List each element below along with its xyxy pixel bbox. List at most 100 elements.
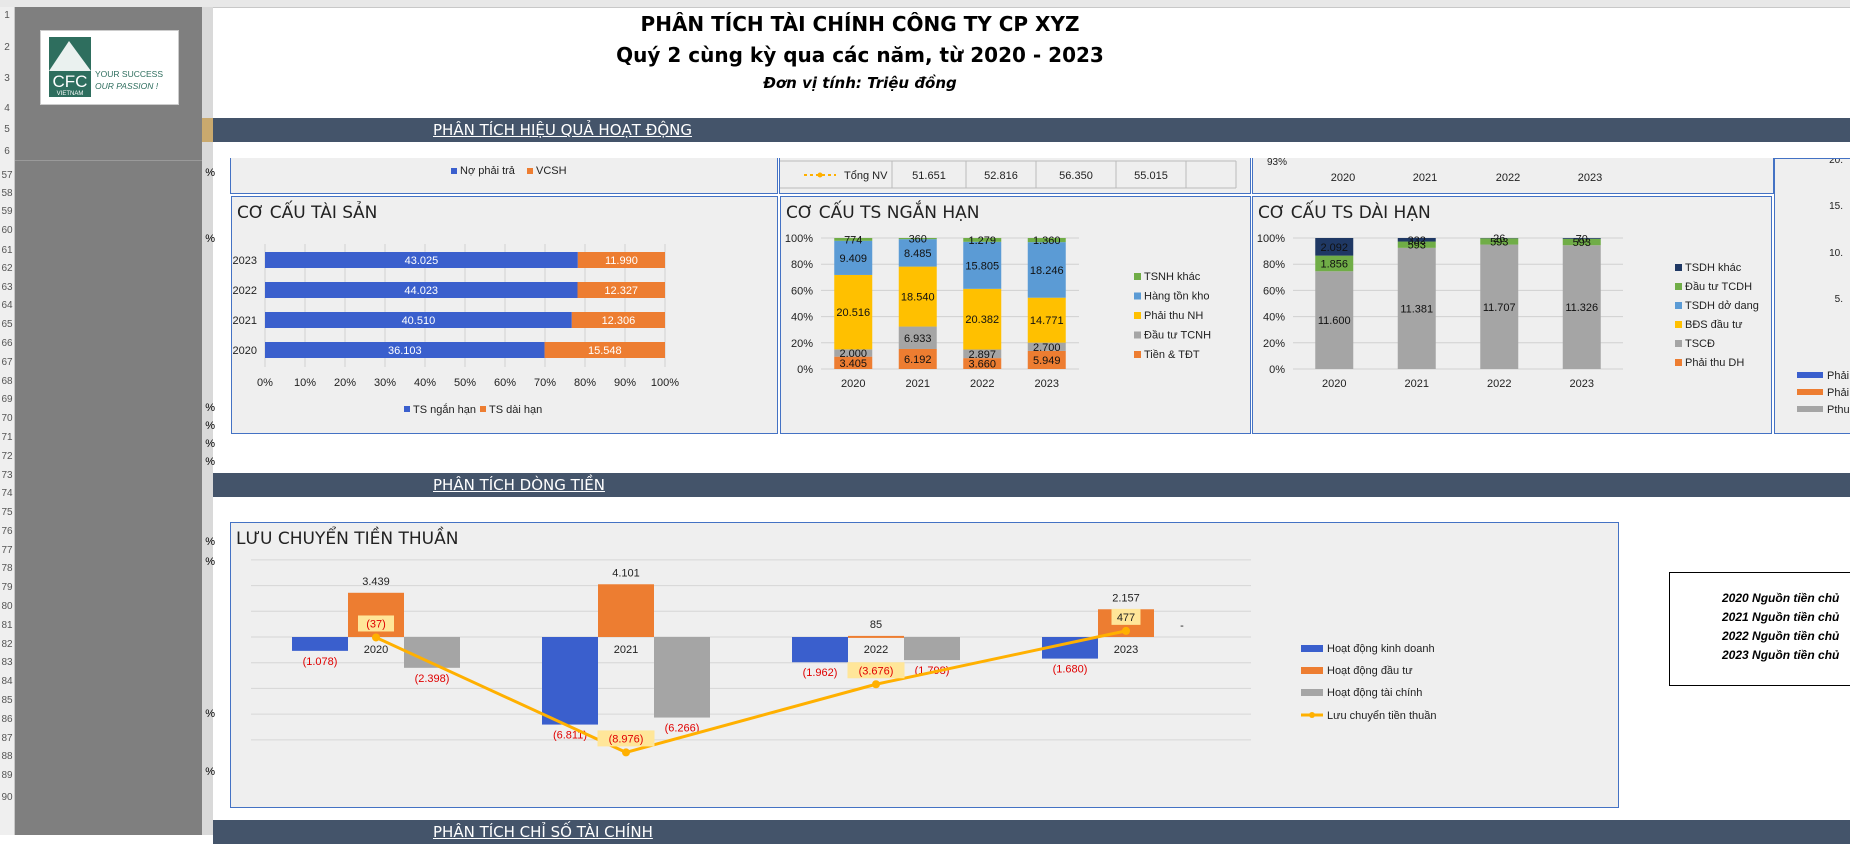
y-tick-label: 2023 (233, 255, 257, 267)
row-number[interactable]: 71 (0, 432, 14, 443)
logo-slogan-1: YOUR SUCCESS (95, 69, 163, 79)
x-tick-label: 90% (614, 377, 636, 389)
y-tick-label: 20% (791, 338, 813, 350)
row-number[interactable]: 70 (0, 413, 14, 424)
row-number[interactable]: 3 (0, 73, 14, 84)
row-number[interactable]: 5 (0, 124, 14, 135)
row-number[interactable]: 61 (0, 245, 14, 256)
data-label: 11.381 (1400, 303, 1433, 315)
row-number[interactable]: 86 (0, 714, 14, 725)
chart-long-term-assets[interactable]: CƠ CẤU TS DÀI HẠN 0%20%40%60%80%100%2020… (1252, 196, 1772, 434)
row-number[interactable]: 1 (0, 10, 14, 21)
data-label: 1.856 (1320, 258, 1348, 270)
row-number[interactable]: 62 (0, 263, 14, 274)
x-tick-label: 2020 (1331, 172, 1355, 184)
data-label: - (1180, 620, 1184, 632)
row-number[interactable]: 66 (0, 338, 14, 349)
legend-label-tsdh-khac: TSDH khác (1685, 262, 1742, 274)
row-number[interactable]: 90 (0, 792, 14, 803)
percent-cell[interactable]: % (202, 420, 215, 432)
row-number[interactable]: 82 (0, 639, 14, 650)
legend-swatch-tsdh-do-dang (1675, 302, 1682, 309)
row-number[interactable]: 89 (0, 770, 14, 781)
row-number[interactable]: 85 (0, 695, 14, 706)
data-label: 2.700 (1033, 342, 1061, 354)
legend-swatch-ts-dai-han (480, 406, 486, 412)
note-line: 2023 Nguồn tiền chủ (1722, 648, 1839, 662)
percent-cell[interactable]: % (202, 556, 215, 568)
legend-label-debt: Nợ phải trả (460, 165, 516, 177)
legend-swatch-equity (527, 168, 533, 174)
row-number[interactable]: 78 (0, 563, 14, 574)
data-label: 15.548 (588, 345, 622, 357)
percent-cell[interactable]: % (202, 708, 215, 720)
data-label: 3.439 (362, 576, 390, 588)
bar-hoat-dong-dau-tu (848, 636, 904, 638)
data-label: 9.409 (839, 253, 867, 265)
row-number[interactable]: 63 (0, 282, 14, 293)
row-number[interactable]: 68 (0, 376, 14, 387)
row-number[interactable]: 76 (0, 526, 14, 537)
row-number[interactable]: 83 (0, 657, 14, 668)
row-number[interactable]: 59 (0, 206, 14, 217)
row-number[interactable]: 87 (0, 733, 14, 744)
legend-swatch-tien-tdt (1134, 351, 1141, 358)
row-number[interactable]: 57 (0, 170, 14, 181)
row-number[interactable]: 74 (0, 488, 14, 499)
row-number[interactable]: 4 (0, 103, 14, 114)
data-label: 85 (870, 619, 882, 631)
bar-hoat-dong-tai-chinh (654, 637, 710, 718)
row-number[interactable]: 6 (0, 146, 14, 157)
section-title-operations: PHÂN TÍCH HIỆU QUẢ HOẠT ĐỘNG (433, 121, 692, 139)
row-number[interactable]: 79 (0, 582, 14, 593)
percent-cell[interactable]: % (202, 536, 215, 548)
percent-cell[interactable]: % (202, 402, 215, 414)
bar-hoat-dong-dau-tu (598, 584, 654, 637)
line-marker (872, 680, 880, 688)
column-header-bar[interactable] (0, 0, 1850, 8)
row-number[interactable]: 84 (0, 676, 14, 687)
row-number[interactable]: 81 (0, 620, 14, 631)
legend-marker-net (1309, 712, 1315, 718)
legend-label-equity: VCSH (536, 165, 567, 177)
row-number[interactable]: 73 (0, 470, 14, 481)
row-number[interactable]: 77 (0, 545, 14, 556)
legend-swatch-hoat-dong-tai-chinh (1301, 689, 1323, 696)
data-label: 36.103 (388, 345, 422, 357)
x-tick-label: 2020 (841, 378, 865, 390)
row-number[interactable]: 72 (0, 451, 14, 462)
row-number[interactable]: 2 (0, 42, 14, 53)
legend-swatch-phai-thu-nh (1134, 312, 1141, 319)
section-title-ratios: PHÂN TÍCH CHỈ SỐ TÀI CHÍNH (433, 823, 653, 841)
row-number[interactable]: 88 (0, 751, 14, 762)
row-number[interactable]: 69 (0, 394, 14, 405)
legend-label-hoat-dong-kinh-doanh: Hoạt động kinh doanh (1327, 643, 1435, 655)
chart-net-cash-flow[interactable]: LƯU CHUYỂN TIỀN THUẦN 2020(1.078)3.439(2… (230, 522, 1619, 808)
row-number[interactable]: 75 (0, 507, 14, 518)
chart-short-term-assets[interactable]: CƠ CẤU TS NGẮN HẠN 0%20%40%60%80%100%202… (780, 196, 1251, 434)
chart-asset-structure[interactable]: CƠ CẤU TÀI SẢN 0%10%20%30%40%50%60%70%80… (231, 196, 778, 434)
row-number[interactable]: 58 (0, 188, 14, 199)
row-number[interactable]: 65 (0, 319, 14, 330)
percent-cell[interactable]: % (202, 167, 215, 179)
percent-cell[interactable]: % (202, 456, 215, 468)
row-number[interactable]: 80 (0, 601, 14, 612)
percent-cell[interactable]: % (202, 438, 215, 450)
legend-swatch-dau-tu-tcnh (1134, 332, 1141, 339)
data-label: 1.279 (968, 235, 996, 247)
y-tick-label: 40% (791, 312, 813, 324)
note-text: Nguồn tiền chủ (1752, 610, 1839, 624)
note-line: 2022 Nguồn tiền chủ (1722, 629, 1839, 643)
row-number[interactable]: 60 (0, 225, 14, 236)
legend-swatch (1797, 406, 1823, 412)
percent-cell[interactable]: % (202, 766, 215, 778)
partial-chart-capital-structure[interactable]: Nợ phải trả VCSH (230, 158, 778, 194)
row-number[interactable]: 64 (0, 300, 14, 311)
percent-cell[interactable]: % (202, 233, 215, 245)
y-tick-label: 5. (1835, 294, 1843, 305)
row-number[interactable]: 67 (0, 357, 14, 368)
